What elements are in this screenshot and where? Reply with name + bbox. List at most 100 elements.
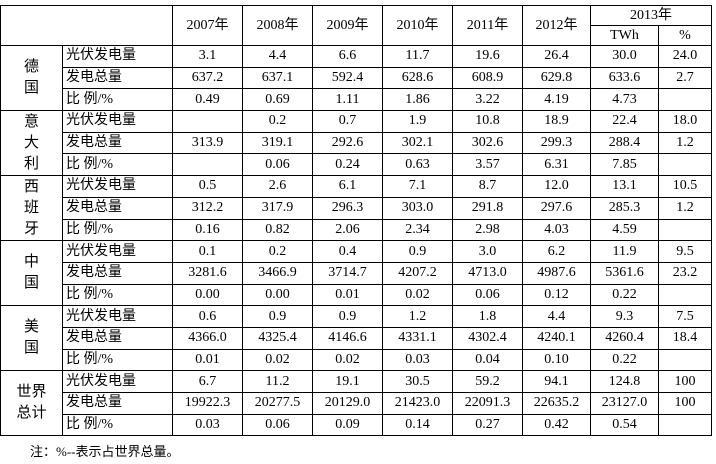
metric-label: 光伏发电量 [62, 45, 173, 68]
metric-label: 比 例/% [62, 283, 173, 307]
country-cell: 美国 [0, 305, 63, 372]
value-cell: 296.3 [312, 196, 383, 220]
value-cell: 0.04 [452, 348, 523, 372]
value-cell: 4240.1 [522, 326, 591, 350]
value-cell: 21423.0 [382, 392, 453, 415]
value-cell: 313.9 [172, 131, 243, 155]
value-cell: 4207.2 [382, 261, 453, 285]
value-cell: 4302.4 [452, 326, 523, 350]
value-cell: 100 [658, 370, 712, 393]
country-cell: 意大利 [0, 110, 63, 177]
year-header: 2012年 [522, 5, 591, 46]
value-cell [658, 348, 712, 372]
country-name: 德国 [24, 59, 40, 97]
value-cell [172, 153, 243, 177]
value-cell: 0.06 [452, 283, 523, 307]
value-cell: 3.57 [452, 153, 523, 177]
value-cell: 22635.2 [522, 392, 591, 415]
value-cell: 317.9 [242, 196, 313, 220]
data-row: 比 例/% 0.16 0.82 2.06 2.34 2.98 4.03 4.59 [1, 218, 712, 242]
value-cell: 0.22 [590, 348, 659, 372]
country-cell: 西班牙 [0, 175, 63, 242]
value-cell: 4.59 [590, 218, 659, 242]
value-cell: 30.0 [590, 45, 659, 68]
value-cell: 6.2 [522, 240, 591, 263]
value-cell: 4.4 [242, 45, 313, 68]
metric-label: 发电总量 [62, 392, 173, 415]
value-cell: 299.3 [522, 131, 591, 155]
data-row: 德国 光伏发电量 3.1 4.4 6.6 11.7 19.6 26.4 30.0 24.0 [0, 44, 712, 112]
value-cell: 0.09 [312, 413, 383, 437]
value-cell: 0.10 [522, 348, 591, 372]
country-name: 意大利 [24, 113, 40, 172]
value-cell: 285.3 [590, 196, 659, 220]
metric-label: 光伏发电量 [62, 110, 173, 133]
value-cell: 1.2 [382, 305, 453, 328]
value-cell: 3.0 [452, 240, 523, 263]
value-cell: 0.24 [312, 153, 383, 177]
metric-label: 比 例/% [62, 348, 173, 372]
value-cell: 0.00 [242, 283, 313, 307]
value-cell: 5361.6 [590, 261, 659, 285]
country-cell: 中国 [0, 240, 63, 307]
data-row: 世界总计 光伏发电量 6.7 11.2 19.1 30.5 59.2 94.1 124.8 100 [0, 370, 712, 437]
value-cell: 1.9 [382, 110, 453, 133]
value-cell: 18.0 [658, 110, 712, 133]
header-row: 2007年 2008年 2009年 2010年 2011年 2012年 2013年 [0, 5, 712, 46]
value-cell: 0.12 [522, 283, 591, 307]
value-cell: 4987.6 [522, 261, 591, 285]
data-row: 意大利 光伏发电量 0.2 0.7 1.9 10.8 18.9 22.4 18.0 [0, 110, 712, 177]
value-cell [658, 153, 712, 177]
data-row: 发电总量 313.9 319.1 292.6 302.1 302.6 299.3 288.4 1… [1, 131, 712, 155]
value-cell: 7.5 [658, 305, 712, 328]
data-row: 比 例/% 0.01 0.02 0.02 0.03 0.04 0.10 0.22 [1, 348, 712, 372]
value-cell: 0.01 [172, 348, 243, 372]
header-row: TWh% [1, 25, 712, 46]
value-cell: 19.6 [452, 45, 523, 68]
value-cell: 0.2 [242, 240, 313, 263]
data-row: 发电总量 19922.3 20277.5 20129.0 21423.0 22091.3 2… [1, 392, 712, 415]
value-cell: 0.14 [382, 413, 453, 437]
value-cell: 6.31 [522, 153, 591, 177]
value-cell: 22.4 [590, 110, 659, 133]
metric-label: 发电总量 [62, 196, 173, 220]
value-cell: 10.5 [658, 175, 712, 198]
value-cell: 0.02 [242, 348, 313, 372]
value-cell: 19.1 [312, 370, 383, 393]
value-cell: 3.1 [172, 45, 243, 68]
value-cell: 13.1 [590, 175, 659, 198]
country-name: 世界总计 [16, 384, 47, 422]
value-cell: 2.34 [382, 218, 453, 242]
value-cell: 1.8 [452, 305, 523, 328]
value-cell: 9.3 [590, 305, 659, 328]
value-cell: 2.6 [242, 175, 313, 198]
value-cell: 4.4 [522, 305, 591, 328]
metric-label: 比 例/% [62, 153, 173, 177]
value-cell: 12.0 [522, 175, 591, 198]
value-cell: 20129.0 [312, 392, 383, 415]
value-cell: 2.06 [312, 218, 383, 242]
value-cell: 288.4 [590, 131, 659, 155]
value-cell [658, 218, 712, 242]
value-cell: 23127.0 [590, 392, 659, 415]
unit-header: % [658, 25, 712, 46]
value-cell: 4260.4 [590, 326, 659, 350]
data-row: 美国 光伏发电量 0.6 0.9 0.9 1.2 1.8 4.4 9.3 7.5 [0, 305, 712, 372]
value-cell: 0.7 [312, 110, 383, 133]
metric-label: 光伏发电量 [62, 370, 173, 393]
value-cell: 0.49 [172, 88, 243, 112]
value-cell: 0.02 [382, 283, 453, 307]
value-cell [172, 110, 243, 133]
value-cell: 633.6 [590, 66, 659, 90]
value-cell: 26.4 [522, 45, 591, 68]
metric-label: 发电总量 [62, 326, 173, 350]
value-cell: 0.9 [242, 305, 313, 328]
value-cell [658, 413, 712, 437]
value-cell: 23.2 [658, 261, 712, 285]
country-name: 美国 [24, 319, 40, 357]
country-name: 中国 [24, 254, 40, 292]
value-cell: 11.7 [382, 45, 453, 68]
unit-header: TWh [590, 25, 659, 46]
value-cell: 24.0 [658, 45, 712, 68]
